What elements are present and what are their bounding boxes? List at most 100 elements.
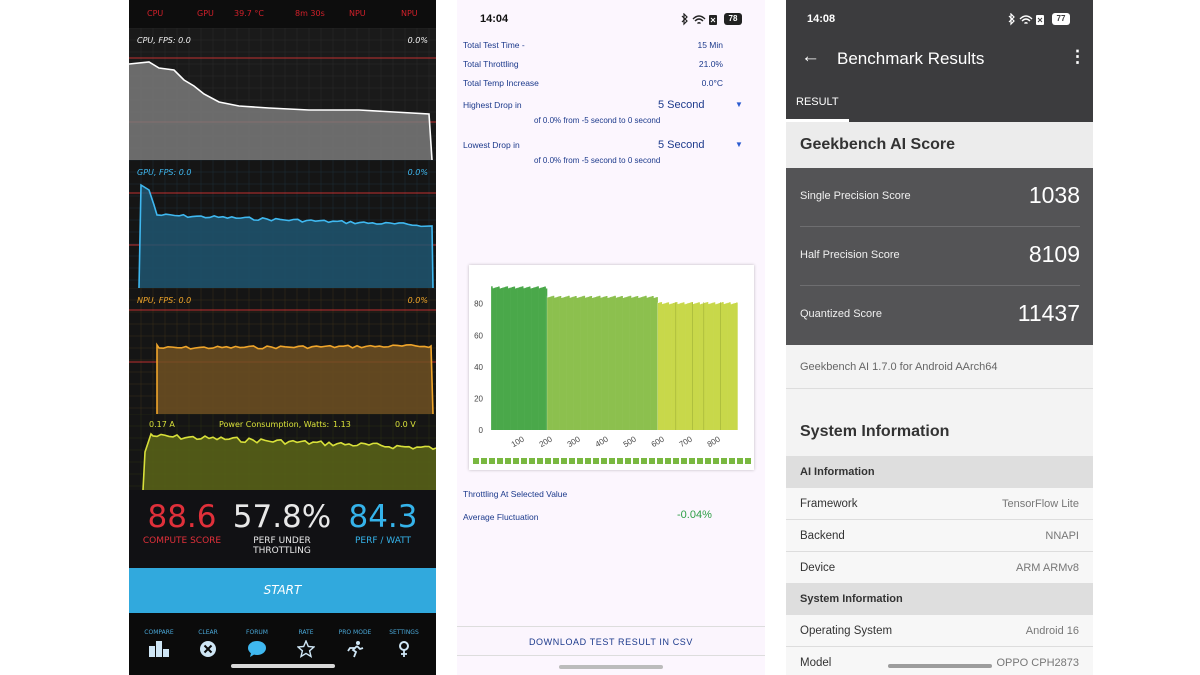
power-watts: 1.13	[333, 420, 351, 429]
chart-bar	[726, 303, 728, 430]
more-options-icon[interactable]: ⋮	[1069, 47, 1086, 66]
back-arrow-icon[interactable]: ←	[801, 46, 820, 67]
lowest-drop-label: Lowest Drop in	[463, 140, 520, 150]
chart-bar	[513, 286, 516, 430]
throttling-score-value: 57.8%	[232, 499, 332, 535]
chart-bar	[667, 302, 670, 430]
chart-bar	[531, 288, 534, 430]
chart-bar	[706, 302, 709, 430]
legend-marker	[729, 458, 735, 464]
highest-drop-label: Highest Drop in	[463, 100, 522, 110]
chart-bar	[561, 297, 563, 430]
home-indicator[interactable]	[888, 664, 992, 668]
chart-bar	[598, 295, 601, 430]
tab-result[interactable]: RESULT	[796, 96, 839, 108]
home-indicator[interactable]	[231, 664, 335, 668]
chart-bar	[573, 296, 576, 430]
chart-bar	[733, 303, 735, 430]
stat-label: Total Throttling	[463, 59, 519, 69]
chart-bar	[509, 287, 511, 430]
npu-percent: 0.0%	[407, 296, 428, 305]
y-tick-label: 80	[474, 300, 483, 309]
chart-bar	[642, 296, 644, 430]
gpu-percent: 0.0%	[407, 168, 428, 177]
chart-bar	[542, 286, 545, 430]
legend-marker	[737, 458, 743, 464]
home-indicator[interactable]	[559, 665, 663, 669]
chevron-down-icon[interactable]: ▼	[735, 100, 743, 109]
chart-bar	[695, 303, 698, 430]
chart-bar	[583, 295, 586, 430]
chart-bar	[650, 296, 653, 430]
nav-compare[interactable]: COMPARE	[134, 629, 184, 658]
chart-bar	[545, 288, 548, 430]
cpu-throttling-test-screen: CPU GPU 39.7 °C 8m 30s NPU NPU CPU, FPS:…	[129, 0, 436, 675]
x-tick-label: 800	[706, 434, 723, 449]
score-value: 11437	[1017, 300, 1080, 326]
stat-label: Total Test Time -	[463, 40, 525, 50]
perf-watt-score: 84.3 PERF / WATT	[332, 500, 434, 546]
chart-bar	[524, 287, 527, 430]
chart-bar	[664, 303, 667, 430]
chevron-down-icon[interactable]: ▼	[735, 140, 743, 149]
nav-compare-label: COMPARE	[144, 629, 174, 636]
chart-bar	[516, 288, 518, 430]
chart-bar	[628, 296, 630, 430]
chart-bar	[632, 297, 635, 430]
lowest-drop-select[interactable]: 5 Second	[658, 139, 705, 151]
chart-bar	[568, 295, 570, 430]
legend-marker	[545, 458, 551, 464]
y-tick-label: 40	[474, 363, 483, 372]
chart-bar	[685, 303, 688, 430]
nav-clear[interactable]: CLEAR	[183, 629, 233, 658]
info-value: NNAPI	[1045, 530, 1079, 542]
throttling-chart: 0 20 40 60 80 100 200 300 400 500 600 700 800	[469, 265, 754, 470]
stat-row-temp-increase: Total Temp Increase 0.0°C	[463, 78, 753, 88]
nav-forum[interactable]: FORUM	[232, 629, 282, 658]
chart-bar	[594, 297, 597, 430]
chart-bar	[617, 297, 619, 430]
npu-fps-label: NPU, FPS: 0.0	[137, 296, 192, 305]
geekbench-results-screen: 14:08 77 ← Benchmark Results ⋮ RESULT Ge…	[786, 0, 1093, 675]
chart-bar	[549, 296, 552, 430]
highest-drop-select[interactable]: 5 Second	[658, 99, 705, 111]
chart-bar	[659, 302, 661, 430]
chart-bar	[705, 302, 707, 430]
chart-bar	[521, 286, 524, 430]
npu-graph-plot	[129, 288, 436, 414]
status-time: 14:08	[807, 13, 836, 25]
y-tick-label: 60	[474, 331, 483, 340]
chart-bar	[495, 287, 497, 430]
legend-marker	[505, 458, 511, 464]
chart-bar	[713, 302, 716, 430]
nav-pro-mode[interactable]: PRO MODE	[330, 629, 380, 658]
chart-bar	[696, 302, 699, 430]
chart-bar	[492, 288, 495, 430]
highest-drop-detail: of 0.0% from -5 second to 0 second	[534, 116, 661, 125]
cpu-fps-label: CPU, FPS: 0.0	[137, 36, 191, 45]
start-button[interactable]: START	[129, 568, 436, 613]
throttling-at-selected-label: Throttling At Selected Value	[463, 489, 568, 499]
chart-bar	[619, 296, 622, 430]
nav-pro-mode-label: PRO MODE	[338, 629, 372, 636]
y-tick-label: 20	[474, 394, 483, 403]
chart-bar	[618, 296, 621, 430]
version-row: Geekbench AI 1.7.0 for Android AArch64	[786, 345, 1093, 389]
legend-marker	[513, 458, 519, 464]
chart-bar	[503, 287, 506, 430]
chart-bar	[530, 288, 532, 430]
power-graph-plot	[129, 414, 436, 490]
nav-settings[interactable]: SETTINGS	[379, 629, 429, 658]
chart-bar	[600, 297, 602, 430]
x-tick-label: 300	[566, 434, 583, 449]
page-title: Benchmark Results	[837, 49, 985, 68]
download-csv-button[interactable]: DOWNLOAD TEST RESULT IN CSV	[457, 626, 765, 656]
power-current: 0.17 A	[149, 420, 175, 429]
gpu-graph-plot	[129, 160, 436, 288]
nav-rate[interactable]: RATE	[281, 629, 331, 658]
stat-row-throttling: Total Throttling 21.0%	[463, 59, 753, 69]
lowest-drop: Lowest Drop in 5 Second ▼ of 0.0% from -…	[463, 139, 753, 165]
chart-bar	[640, 297, 643, 430]
score-row-quantized: Quantized Score 11437	[800, 286, 1080, 345]
info-value: ARM ARMv8	[1016, 562, 1079, 574]
